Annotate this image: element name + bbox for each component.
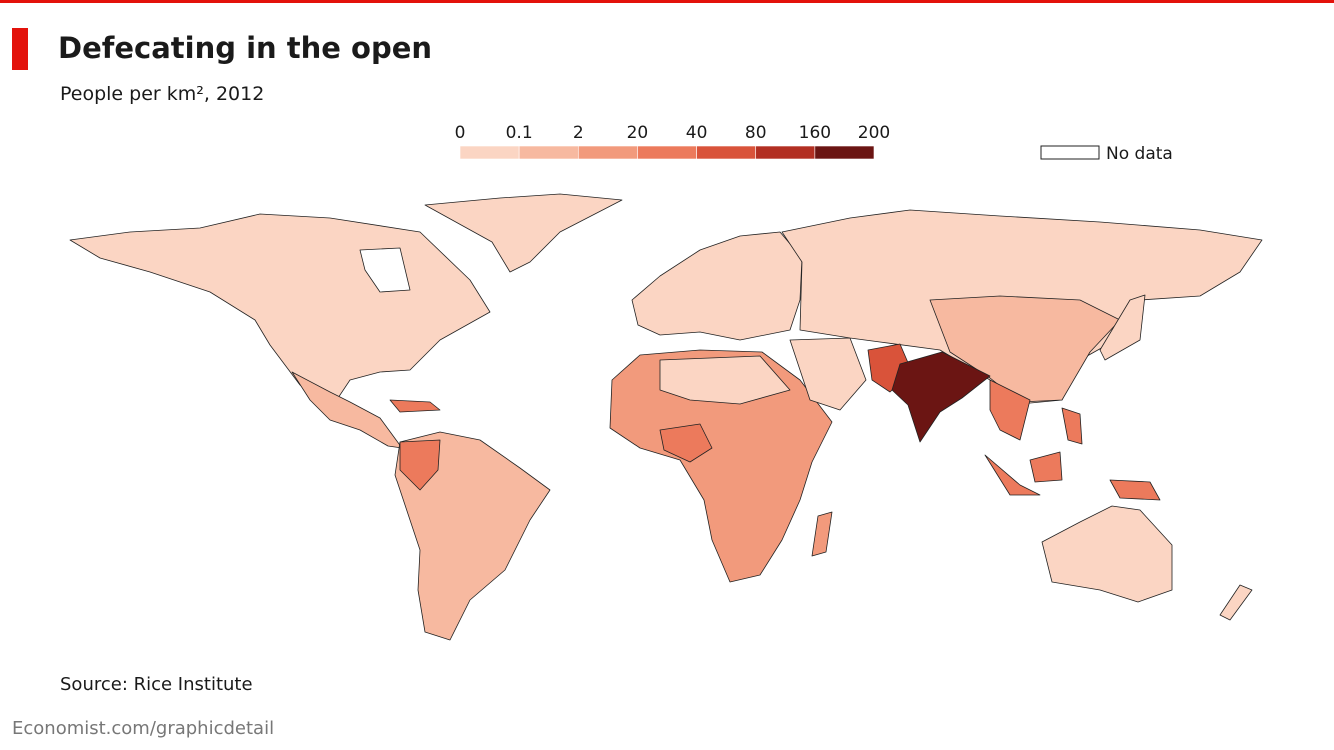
red-tab [12, 28, 28, 70]
japan [1099, 294, 1146, 361]
no-data-swatch [1040, 145, 1100, 160]
legend-tick-label: 160 [799, 123, 831, 143]
top-rule [0, 0, 1334, 3]
legend-swatch [459, 145, 520, 160]
legend-tick-label: 20 [627, 123, 649, 143]
legend-swatch [696, 145, 757, 160]
south-america [394, 431, 551, 641]
philippines [1061, 407, 1083, 445]
legend: 0 0.1 2 20 40 80 160 200 [455, 123, 890, 160]
australia [1041, 505, 1173, 603]
footer-site: Economist.com/graphicdetail [12, 718, 274, 739]
legend-tick-label: 200 [858, 123, 890, 143]
world-map [69, 193, 1263, 641]
southeast-asia [989, 379, 1031, 441]
legend-swatch [814, 145, 875, 160]
north-america [69, 213, 491, 411]
middle-east [789, 337, 867, 411]
legend-tick-label: 0 [455, 123, 466, 143]
andes [399, 439, 441, 491]
legend-tick-label: 2 [573, 123, 584, 143]
nigeria [659, 423, 713, 463]
title: Defecating in the open [58, 31, 432, 65]
africa [609, 349, 833, 583]
source: Source: Rice Institute [60, 674, 253, 695]
legend-swatch [518, 145, 579, 160]
legend-swatch [755, 145, 816, 160]
legend-swatch [577, 145, 638, 160]
legend-tick-label: 0.1 [506, 123, 533, 143]
legend-tick-label: 80 [745, 123, 767, 143]
hudson-bay [359, 247, 411, 293]
subtitle: People per km², 2012 [60, 83, 264, 105]
india [891, 351, 991, 443]
legend-tick-label: 40 [686, 123, 708, 143]
central-america [291, 371, 403, 449]
no-data-label: No data [1106, 144, 1173, 164]
legend-swatch [637, 145, 697, 160]
madagascar [811, 511, 833, 557]
new-zealand [1219, 584, 1253, 621]
greenland [424, 193, 623, 273]
china [929, 295, 1121, 403]
europe [631, 231, 803, 341]
caribbean [389, 399, 441, 413]
north-africa [659, 355, 791, 405]
indonesia [984, 451, 1161, 501]
